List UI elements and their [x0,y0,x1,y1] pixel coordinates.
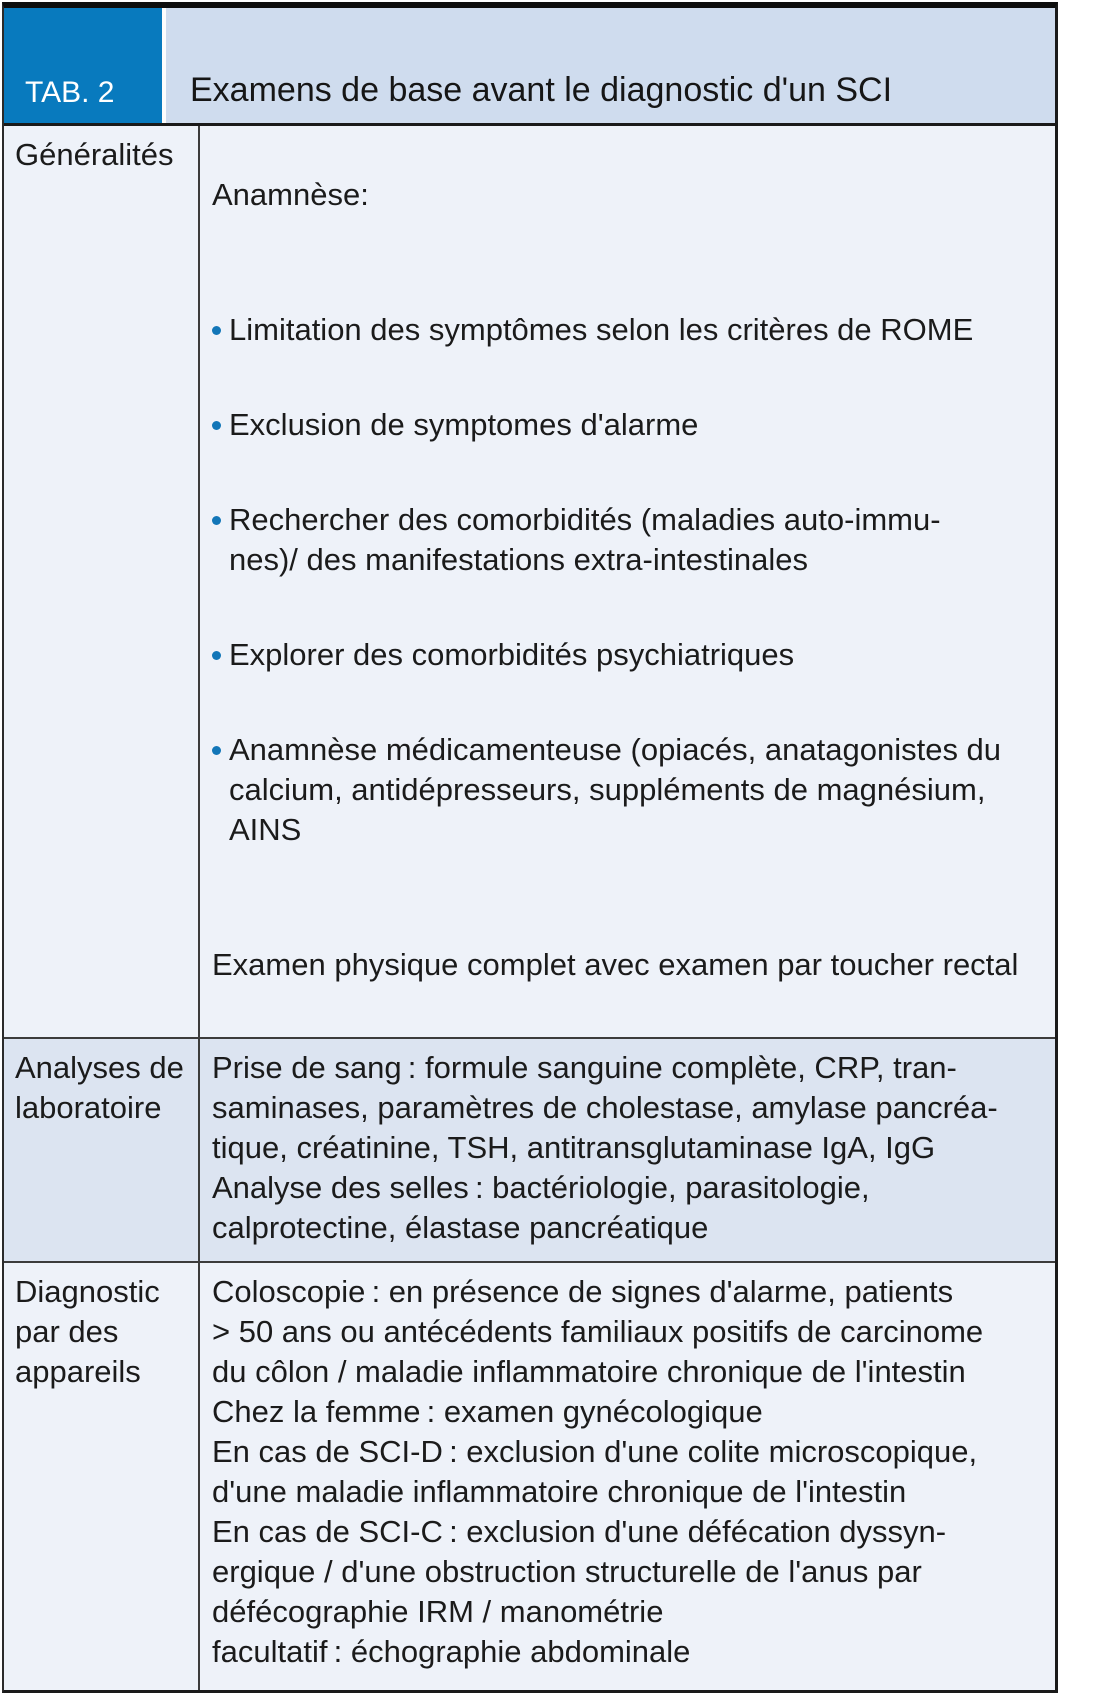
table-title: Examens de base avant le diagnostic d'un… [190,70,893,109]
bullet-dot-icon [212,746,221,755]
table-body: Généralités Anamnèse: Limitation des sym… [4,126,1055,1690]
bullet-dot-icon [212,651,221,660]
bullet-list: Limitation des symptômes selon les critè… [212,255,1045,890]
bullet-item: Exclusion de symptomes d'alarme [212,405,1045,445]
bullet-dot-icon [212,326,221,335]
bullet-text: Exclusion de symptomes d'alarme [229,407,699,442]
bullet-text: Rechercher des comorbidités (maladies au… [229,502,941,577]
physical-exam-note: Examen physique complet avec examen par … [212,947,1019,982]
bullet-item: Explorer des comorbidités psychiatriques [212,635,1045,675]
anamnese-intro: Anamnèse: [212,177,369,212]
table-row-generalites: Généralités Anamnèse: Limitation des sym… [4,126,1055,1039]
row-content-laboratoire: Prise de sang : formule sanguine complèt… [212,1050,998,1245]
bullet-text: Limitation des symptômes selon les critè… [229,312,974,347]
row-label-laboratoire: Analyses de laboratoire [4,1039,200,1261]
diagnostic-table: TAB. 2 Examens de base avant le diagnost… [2,2,1058,1693]
table-row-appareils: Diagnostic par des appareils Coloscopie … [4,1263,1055,1690]
bullet-text: Explorer des comorbidités psychiatriques [229,637,795,672]
table-header: TAB. 2 Examens de base avant le diagnost… [4,8,1055,126]
table-row-laboratoire: Analyses de laboratoire Prise de sang : … [4,1039,1055,1263]
bullet-item: Limitation des symptômes selon les critè… [212,310,1045,350]
bullet-item: Anamnèse médicamenteuse (opiacés, anatag… [212,730,1045,850]
page: TAB. 2 Examens de base avant le diagnost… [2,2,1058,1693]
bullet-text: Anamnèse médicamenteuse (opiacés, anatag… [229,732,1002,847]
row-content-generalites: Anamnèse: Limitation des symptômes selon… [200,126,1055,1037]
row-content-appareils: Coloscopie : en présence de signes d'ala… [212,1274,984,1669]
row-label-appareils: Diagnostic par des appareils [4,1263,200,1690]
bullet-dot-icon [212,421,221,430]
bullet-dot-icon [212,516,221,525]
row-label-generalites: Généralités [4,126,200,1037]
tab-badge-label: TAB. 2 [25,76,115,109]
tab-badge: TAB. 2 [4,8,166,123]
table-title-cell: Examens de base avant le diagnostic d'un… [166,8,1055,123]
bullet-item: Rechercher des comorbidités (maladies au… [212,500,1045,580]
